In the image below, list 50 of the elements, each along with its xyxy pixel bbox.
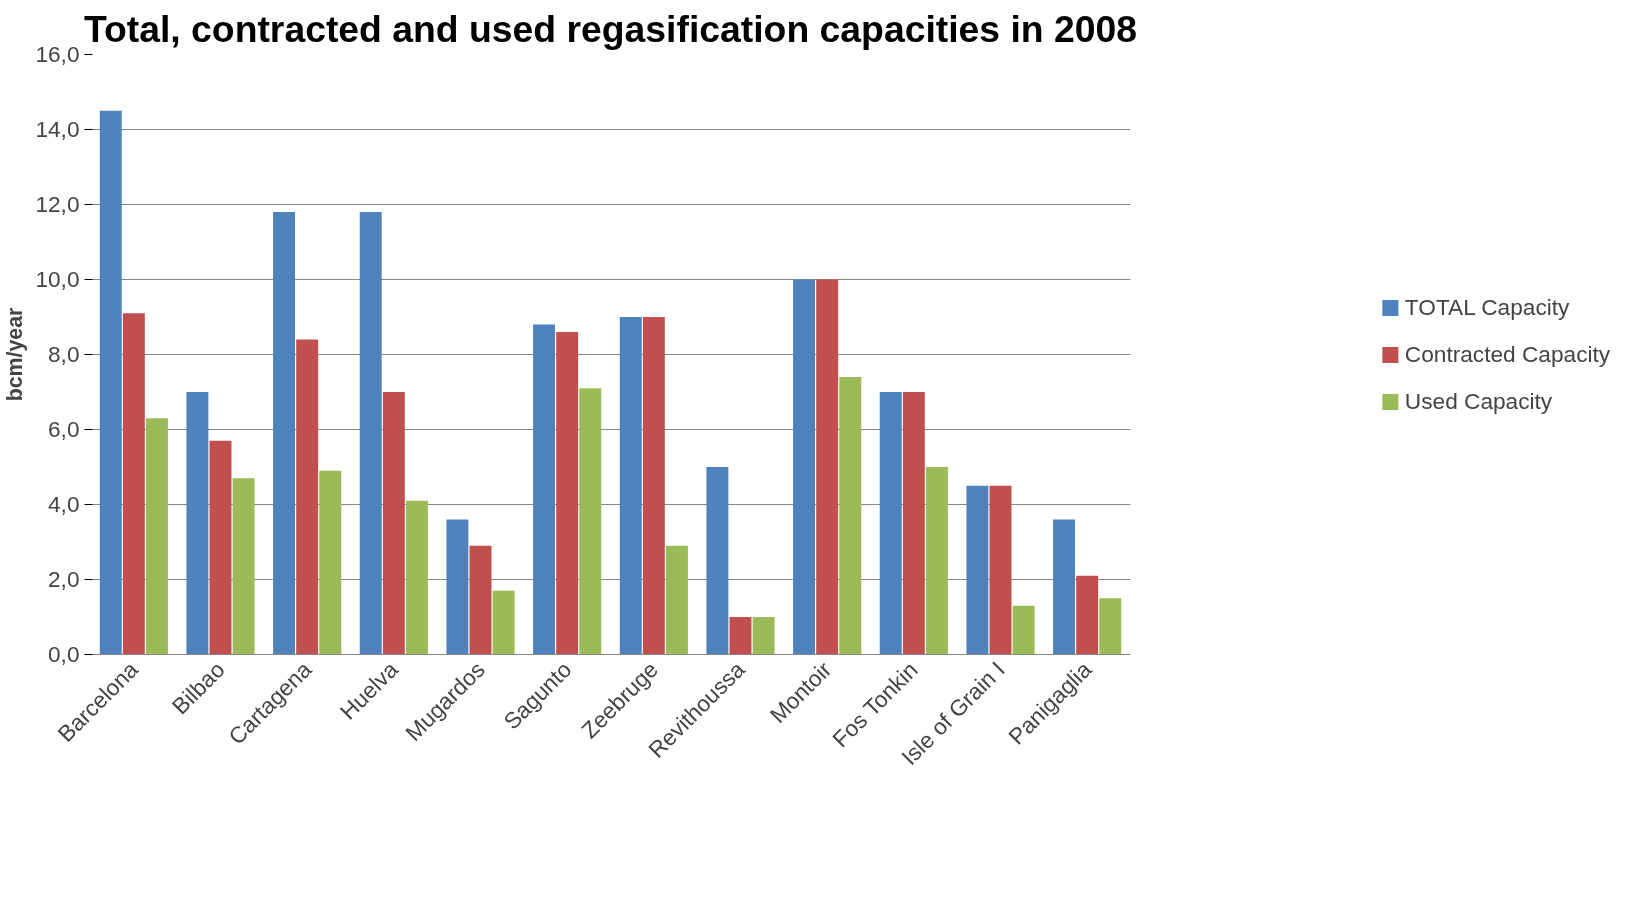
y-tick-label: 8,0	[48, 341, 80, 367]
bar	[296, 339, 319, 655]
bar	[122, 313, 145, 655]
bar	[469, 545, 492, 655]
legend-label: Used Capacity	[1404, 387, 1553, 415]
bar	[579, 388, 602, 655]
bar	[209, 440, 232, 655]
bar	[446, 519, 469, 655]
y-tick-label: 16,0	[35, 41, 80, 67]
bar	[1012, 605, 1035, 655]
legend-label: Contracted Capacity	[1404, 340, 1611, 368]
bar	[533, 324, 556, 655]
bar	[925, 467, 948, 655]
bar	[492, 590, 515, 655]
y-tick-label: 10,0	[35, 266, 80, 292]
bar	[729, 617, 752, 655]
y-tick-label: 4,0	[48, 491, 80, 517]
bar	[359, 212, 382, 655]
bar	[902, 392, 925, 655]
bar	[706, 467, 729, 655]
y-tick-label: 6,0	[48, 416, 80, 442]
bar	[642, 317, 665, 655]
y-axis-title: bcm/year	[3, 307, 28, 402]
bar	[232, 478, 255, 655]
y-tick-label: 0,0	[48, 641, 80, 667]
bar	[556, 332, 579, 655]
bar	[319, 470, 342, 655]
bar	[793, 279, 816, 655]
bar	[145, 418, 168, 655]
bar	[1099, 598, 1122, 655]
bar	[1053, 519, 1076, 655]
bar	[382, 392, 405, 655]
bar	[752, 617, 775, 655]
bar	[273, 212, 296, 655]
y-tick-label: 14,0	[35, 116, 80, 142]
legend-label: TOTAL Capacity	[1404, 293, 1570, 321]
bar	[665, 545, 688, 655]
bar	[839, 377, 862, 655]
bar	[1076, 575, 1099, 655]
bar	[989, 485, 1012, 655]
bar	[99, 110, 122, 655]
chart-title: Total, contracted and used regasification capacities in 2008	[83, 7, 1138, 50]
bar	[816, 279, 839, 655]
y-tick-label: 2,0	[48, 566, 80, 592]
bar	[619, 317, 642, 655]
bar	[879, 392, 902, 655]
y-tick-label: 12,0	[35, 191, 80, 217]
bar	[186, 392, 209, 655]
bar	[966, 485, 989, 655]
bar	[405, 500, 428, 655]
